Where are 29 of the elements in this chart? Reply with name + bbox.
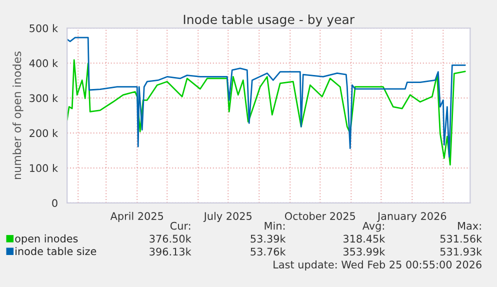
line-series <box>67 59 466 166</box>
x-tick-label: April 2025 <box>110 212 164 222</box>
y-tick-label: 0 <box>52 199 58 208</box>
text: 376.50k <box>150 234 192 243</box>
x-tick-label: July 2025 <box>203 212 252 222</box>
text: 353.99k <box>343 248 386 256</box>
text: 396.13k <box>150 248 192 256</box>
legend-label: inode table size <box>16 247 96 256</box>
text: Avg: <box>362 222 384 232</box>
text: 53.39k <box>250 234 286 243</box>
line-series <box>67 36 466 158</box>
y-tick-label: 400 k <box>29 59 58 68</box>
chart-title: Inode table usage - by year <box>184 14 355 27</box>
y-tick-label: 200 k <box>30 129 58 138</box>
x-tick-label: January 2026 <box>376 212 446 222</box>
text: Min: <box>264 222 285 230</box>
text: Cur: <box>170 222 190 230</box>
y-tick-label: 300 k <box>30 94 58 102</box>
text: 531.93k <box>440 248 482 256</box>
text: Last update: Wed Feb 25 00:55:00 2026 <box>274 260 482 271</box>
text: 318.45k <box>343 234 386 243</box>
text: Max: <box>458 222 481 230</box>
y-axis-title: number of open inodes <box>12 52 24 180</box>
y-tick-label: 500 k <box>30 24 58 32</box>
legend-label: open inodes <box>15 234 78 244</box>
text: 531.56k <box>440 234 482 243</box>
text: 53.76k <box>250 248 286 256</box>
y-tick-label: 100 k <box>30 164 58 172</box>
x-tick-label: October 2025 <box>284 212 355 220</box>
